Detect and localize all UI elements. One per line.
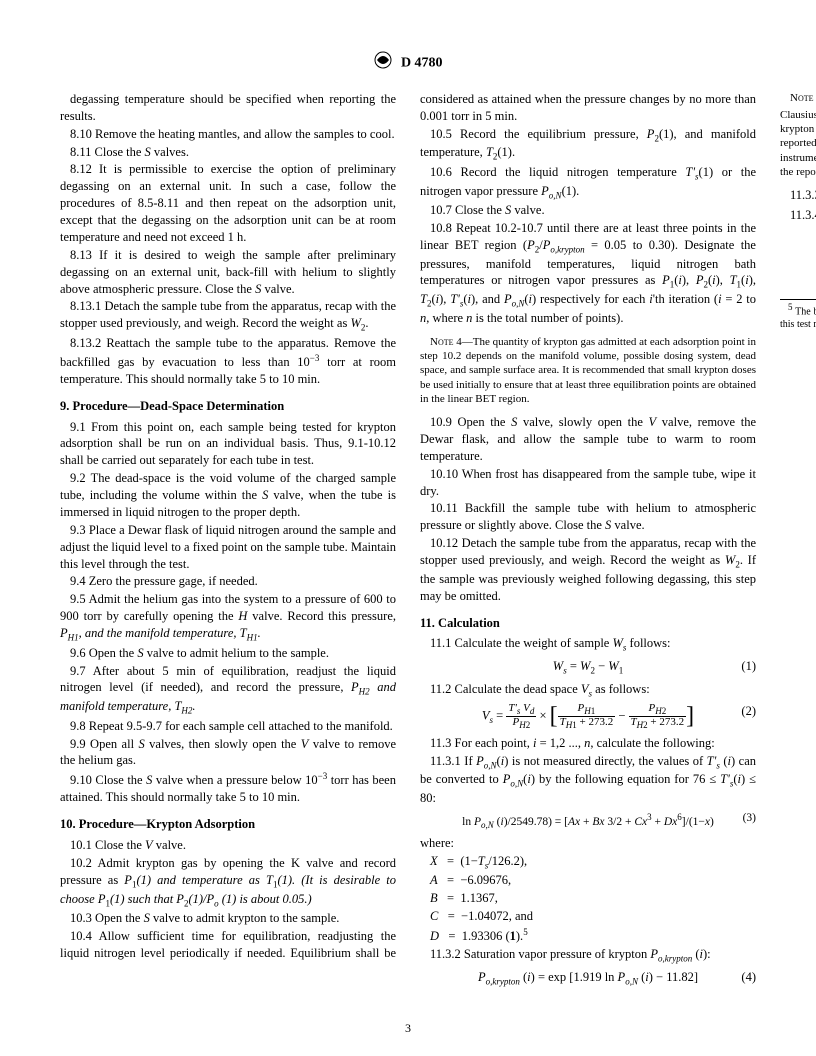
page-number: 3 [405,1020,411,1036]
p11-3: 11.3 For each point, i = 1,2 ..., n, cal… [420,735,756,752]
footnote-separator [780,299,816,300]
standard-id: D 4780 [401,56,443,71]
p10-3: 10.3 Open the S valve to admit krypton t… [60,910,396,927]
p8-12: 8.12 It is permissible to exercise the o… [60,161,396,245]
eq5: T'1(i) = T1 (i) + 273.2(5) [780,228,816,247]
content-columns: degassing temperature should be specifie… [60,91,756,991]
where-X: X = (1−Ts/126.2), [430,853,756,872]
note5: Note 5—The above calculation of Po,krypt… [780,91,816,179]
p9-2: 9.2 The dead-space is the void volume of… [60,470,396,521]
astm-logo-icon [373,50,393,77]
p10-10: 10.10 When frost has disappeared from th… [420,466,756,500]
p10-8: 10.8 Repeat 10.2-10.7 until there are at… [420,220,756,327]
p10-1: 10.1 Close the V valve. [60,837,396,854]
p11-3-1: 11.3.1 If Po,N(i) is not measured direct… [420,753,756,807]
p9-10: 9.10 Close the S valve when a pressure b… [60,770,396,806]
p11-3-2: 11.3.2 Saturation vapor pressure of kryp… [420,946,756,965]
where-label: where: [420,835,756,852]
p10-12: 10.12 Detach the sample tube from the ap… [420,535,756,604]
p11-3-4: 11.3.4 Manifold temperature in: [780,207,816,224]
p9-1: 9.1 From this point on, each sample bein… [60,419,396,470]
p9-4: 9.4 Zero the pressure gage, if needed. [60,573,396,590]
p10-5: 10.5 Record the equilibrium pressure, P2… [420,126,756,163]
section10-title: 10. Procedure—Krypton Adsorption [60,816,396,833]
p-degassing: degassing temperature should be specifie… [60,91,396,125]
p10-7: 10.7 Close the S valve. [420,202,756,219]
p10-6: 10.6 Record the liquid nitrogen temperat… [420,164,756,201]
where-C: C = −1.04072, and [430,908,756,925]
section11-title: 11. Calculation [420,615,756,632]
p9-7: 9.7 After about 5 min of equilibration, … [60,663,396,717]
where-D: D = 1.93306 (1).5 [430,926,756,945]
p9-6: 9.6 Open the S valve to admit helium to … [60,645,396,662]
where-A: A = −6.09676, [430,872,756,889]
where-B: B = 1.1367, [430,890,756,907]
eq2: Vs = T's VdPH2 × [PH1TH1 + 273.2 − PH2TH… [420,703,756,730]
p8-11: 8.11 Close the S valves. [60,144,396,161]
p9-9: 9.9 Open all S valves, then slowly open … [60,736,396,770]
p9-8: 9.8 Repeat 9.5-9.7 for each sample cell … [60,718,396,735]
eq1: Ws = W2 − W1(1) [420,658,756,677]
page-header: D 4780 [60,50,756,77]
p10-2: 10.2 Admit krypton gas by opening the K … [60,855,396,909]
p11-2: 11.2 Calculate the dead space Vs as foll… [420,681,756,700]
p9-3: 9.3 Place a Dewar flask of liquid nitrog… [60,522,396,573]
p8-10: 8.10 Remove the heating mantles, and all… [60,126,396,143]
eq4: Po,krypton (i) = exp [1.919 ln Po,N (i) … [420,969,756,988]
footnote-5: 5 The boldface number in parentheses ref… [780,302,816,331]
p9-5: 9.5 Admit the helium gas into the system… [60,591,396,643]
p8-13-2: 8.13.2 Reattach the sample tube to the a… [60,335,396,388]
note4: Note 4—The quantity of krypton gas admit… [420,335,756,406]
p10-11: 10.11 Backfill the sample tube with heli… [420,500,756,534]
eq6: T'2 (i) = T2 (i) + 273.2 [780,250,816,269]
section9-title: 9. Procedure—Dead-Space Determination [60,398,396,415]
p8-13-1: 8.13.1 Detach the sample tube from the a… [60,298,396,334]
eq3: ln Po,N (i)/2549.78) = [Ax + Bx 3/2 + Cx… [420,811,756,831]
p11-1: 11.1 Calculate the weight of sample Ws f… [420,635,756,654]
p8-13: 8.13 If it is desired to weigh the sampl… [60,247,396,298]
p11-3-3: 11.3.3 X (i) = relative pressure = P2(i)… [780,187,816,206]
p10-9: 10.9 Open the S valve, slowly open the V… [420,414,756,465]
